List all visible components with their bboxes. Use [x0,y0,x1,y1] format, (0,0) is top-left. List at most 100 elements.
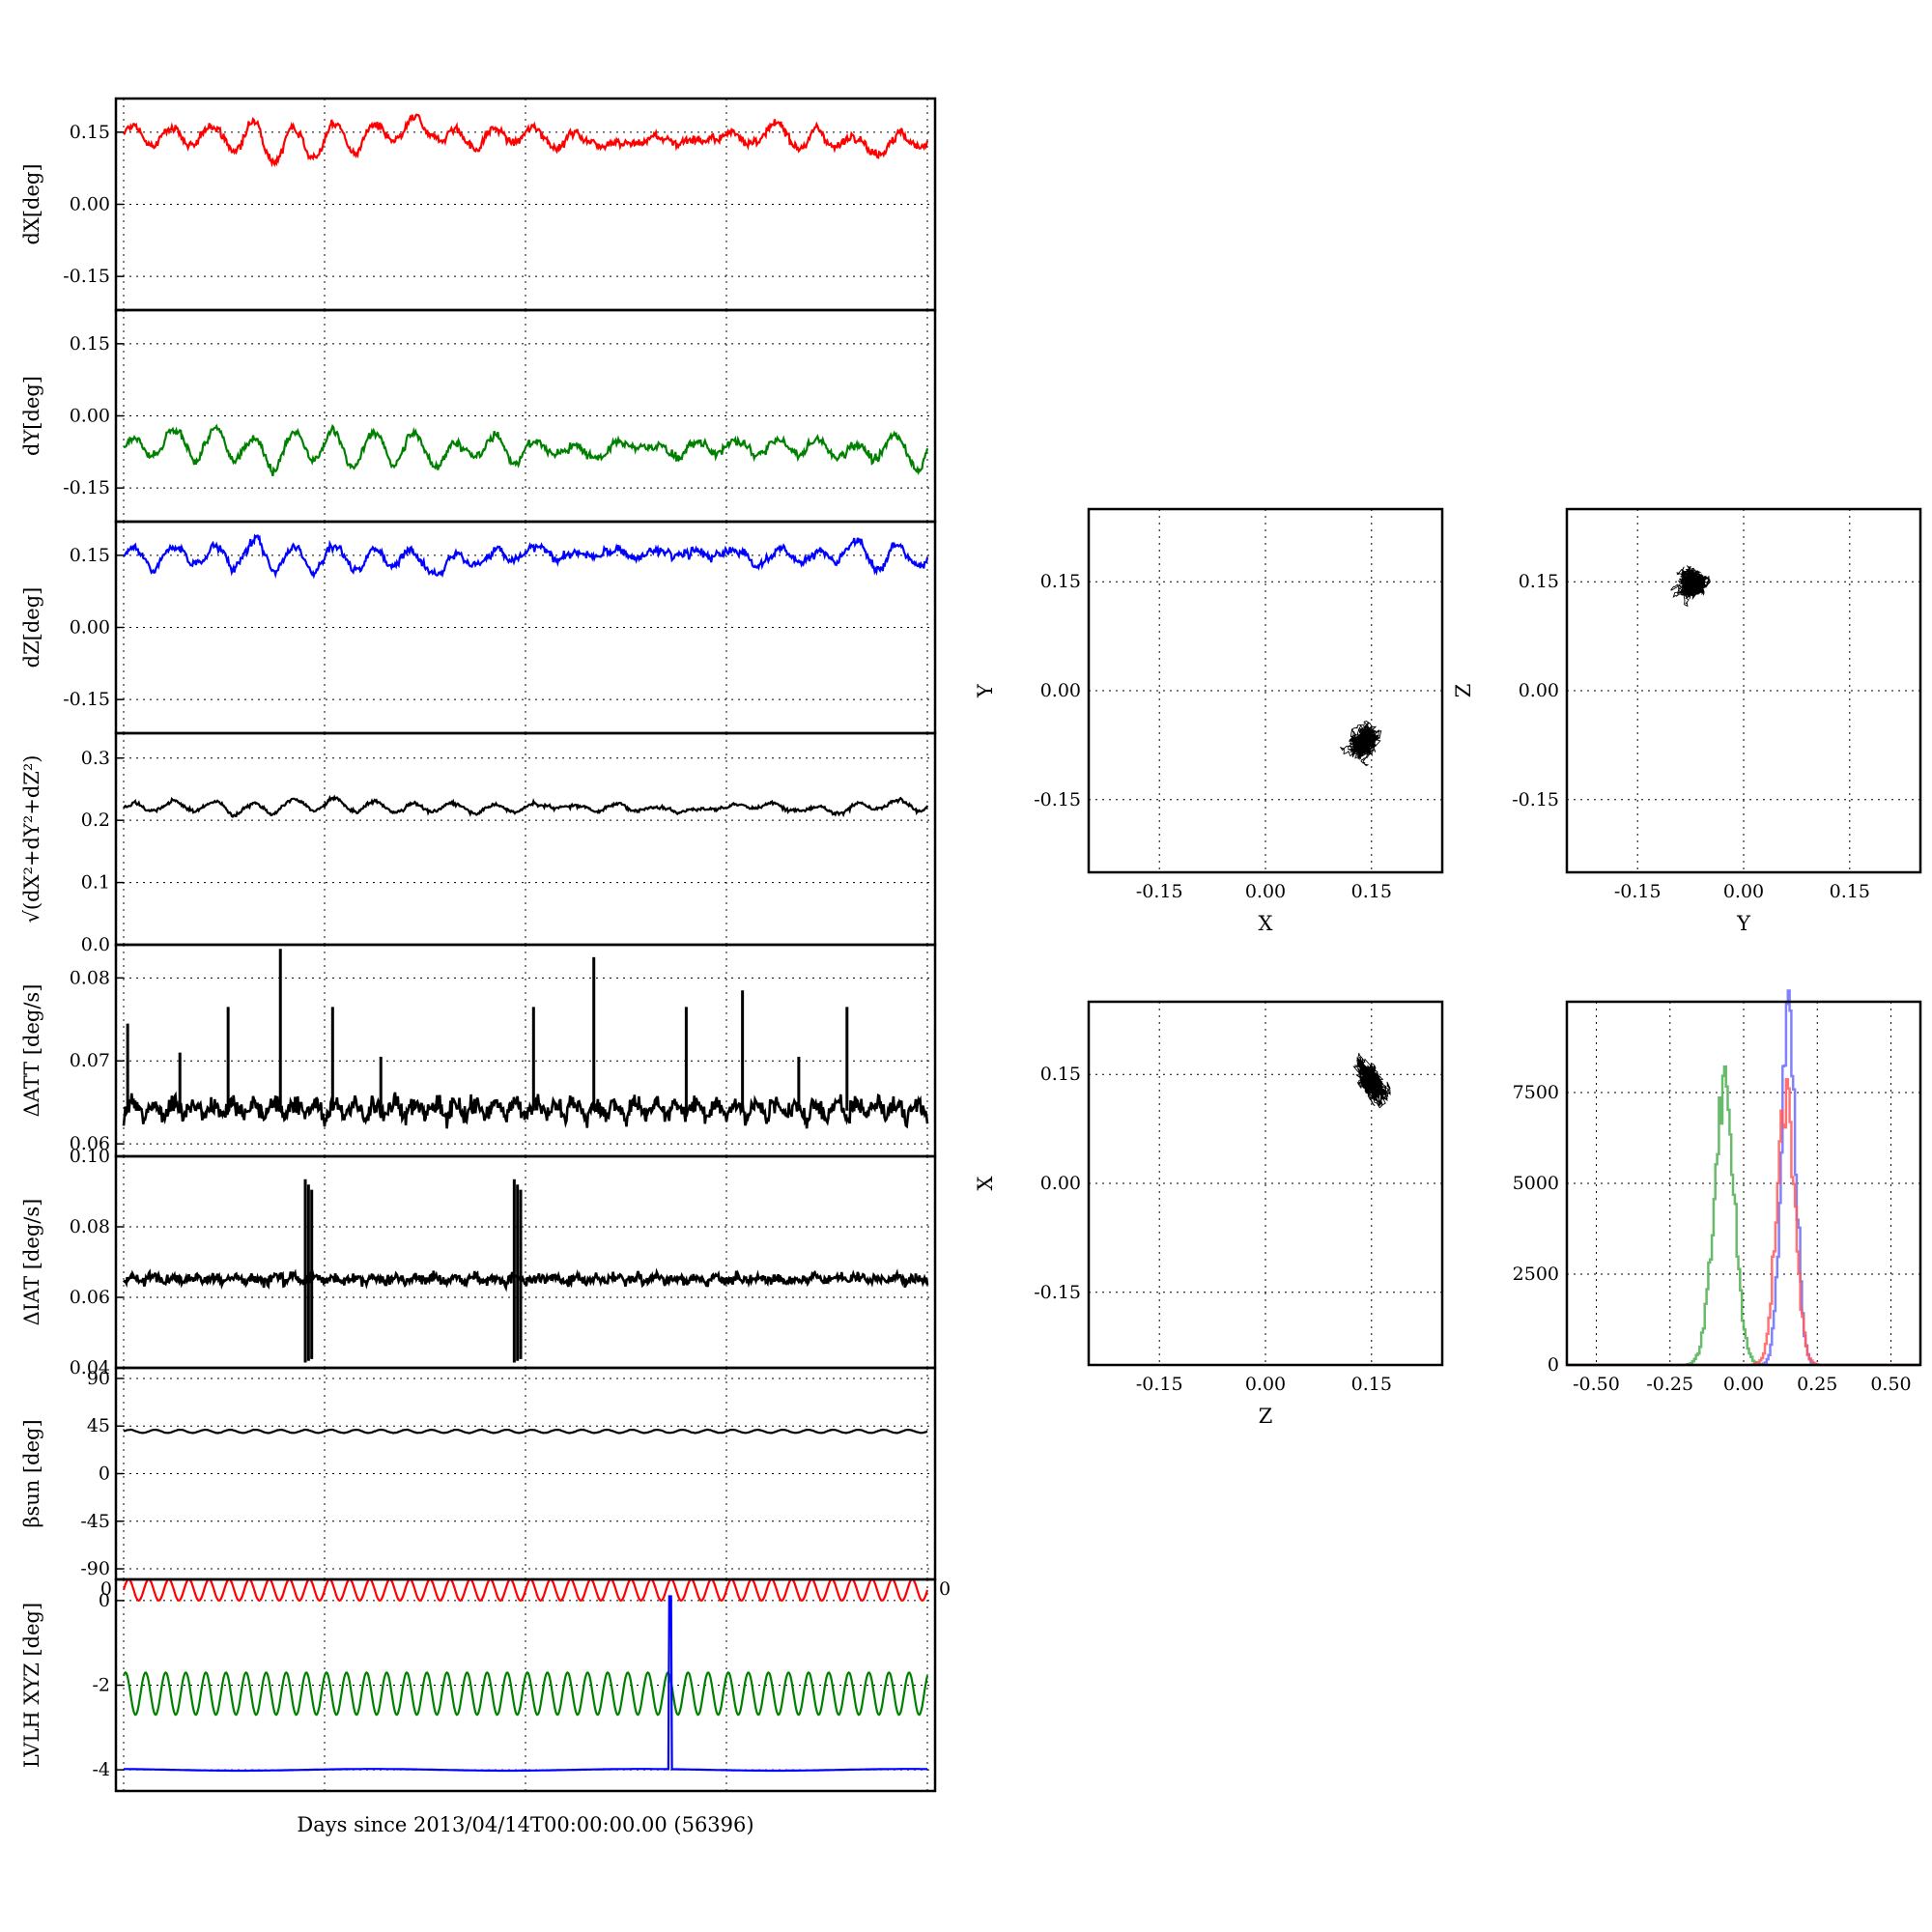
y-tick-label: -90 [80,1558,110,1579]
panel-dy: 0.15 0.00 -0.15 dY[deg] [20,308,937,524]
y-tick-label: 0.08 [70,1216,110,1237]
panel-diat: 0.10 0.08 0.06 0.04 ΔIAT [deg/s] [20,1146,937,1378]
series-line [123,1428,928,1435]
y-axis-label: dX[deg] [20,163,43,244]
x-axis-label: Z [1259,1405,1273,1428]
y-axis-label: ΔATT [deg/s] [20,984,43,1118]
y-tick-label: 0.1 [81,872,110,894]
corner-label: 0 [100,1578,112,1600]
y-tick-label: -0.15 [1034,1282,1081,1303]
y-tick-label: 0.08 [70,967,110,988]
trajectory-cloud [1352,1052,1391,1109]
y-tick-label: 0.15 [1040,1064,1081,1085]
series-line [123,113,929,168]
panel-frame [1565,507,1922,874]
series-line [124,1595,927,1773]
panel-beta: 90 45 0 -45 -90 βsun [deg] [20,1366,937,1581]
panel-frame [114,1154,937,1370]
x-axis-label: Days since 2013/04/14T00:00:00.00 (56396… [297,1813,753,1836]
y-tick-label: 0.00 [70,617,110,639]
series-line [122,1670,929,1717]
panel-xy: -0.15 -0.15 0.00 0.00 0.15 0.15 X Y [974,507,1444,935]
y-tick-label: -0.15 [63,689,110,710]
y-axis-label: βsun [deg] [20,1419,43,1527]
y-tick-label: 0.06 [70,1133,110,1154]
y-tick-label: 0.00 [1040,680,1081,701]
y-tick-label: -0.15 [1034,789,1081,810]
x-tick-label: 0.00 [1723,1374,1764,1395]
series-line [123,423,929,477]
y-tick-label: 0 [99,1463,110,1485]
x-tick-label: 0.15 [1830,881,1870,902]
x-tick-label: 0.50 [1870,1374,1911,1395]
panel-frame [1565,1000,1922,1367]
y-tick-label: 7500 [1513,1082,1559,1103]
y-tick-label: -0.15 [1512,789,1559,810]
panel-frame [114,1577,937,1793]
panel-zx: -0.15 -0.15 0.00 0.00 0.15 0.15 Z X [974,1000,1444,1428]
panel-yz: -0.15 -0.15 0.00 0.00 0.15 0.15 Y Z [1452,507,1922,935]
y-tick-label: 0 [99,1590,110,1611]
x-tick-label: 0.00 [1245,1374,1286,1395]
y-tick-label: 0.15 [70,122,110,143]
y-tick-label: 0.00 [70,194,110,215]
y-axis-label: dZ[deg] [20,587,43,668]
y-tick-label: 0.04 [70,1357,110,1378]
y-tick-label: 0.3 [81,748,110,769]
y-tick-label: -0.15 [63,477,110,498]
y-tick-label: 0.2 [81,810,110,831]
y-tick-label: -0.15 [63,266,110,287]
x-axis-label: Y [1736,912,1751,935]
panel-dx: 0.15 0.00 -0.15 dX[deg] [20,97,937,312]
y-tick-label: 0.00 [1040,1173,1081,1194]
series-line [123,794,929,819]
panel-frame [114,943,937,1158]
y-tick-label: 0.07 [70,1050,110,1071]
y-tick-label: 0.0 [81,934,110,955]
y-axis-label: X [974,1176,997,1190]
x-tick-label: -0.15 [1614,881,1662,902]
y-axis-label: dY[deg] [20,376,43,456]
panel-frame [1087,1000,1444,1367]
panel-mag: 0.3 0.2 0.1 0.0 √(dX²+dY²+dZ²) [20,731,937,955]
y-axis-label: √(dX²+dY²+dZ²) [20,755,43,923]
y-axis-label: Z [1452,684,1475,698]
panel-dz: 0.15 0.00 -0.15 dZ[deg] [20,520,937,735]
y-axis-label: Y [974,683,997,698]
y-tick-label: 5000 [1513,1173,1559,1194]
panel-frame [114,731,937,947]
x-axis-label: X [1259,912,1273,935]
y-tick-label: 0.00 [70,406,110,427]
trajectory-cloud [1339,721,1382,767]
y-tick-label: 0.00 [1519,680,1559,701]
x-tick-label: 0.15 [1351,881,1392,902]
x-tick-label: -0.15 [1136,1374,1183,1395]
y-tick-label: 0.15 [1519,571,1559,592]
panel-datt: 0.08 0.07 0.06 ΔATT [deg/s] [20,943,937,1158]
x-tick-label: 0.15 [1351,1374,1392,1395]
panel-frame [1087,507,1444,874]
y-tick-label: -45 [80,1511,110,1532]
trajectory-cloud [1670,565,1711,608]
y-tick-label: 2500 [1513,1264,1559,1285]
y-axis-label: LVLH XYZ [deg] [20,1603,43,1768]
y-tick-label: 0.15 [70,545,110,566]
x-tick-label: -0.15 [1136,881,1183,902]
y-tick-label: -4 [92,1759,110,1780]
y-tick-label: 0.15 [1040,571,1081,592]
y-tick-label: -2 [92,1675,110,1696]
corner-label: 0 [939,1578,951,1600]
x-tick-label: -0.25 [1646,1374,1693,1395]
x-tick-label: 0.00 [1723,881,1764,902]
series-line [122,1577,929,1603]
y-tick-label: 0.06 [70,1287,110,1308]
y-tick-label: 0 [1548,1354,1559,1376]
y-tick-label: 45 [87,1415,110,1436]
panel-hist: -0.50 -0.25 0.00 0.25 0.50 7500 5000 2500 0 [1513,989,1922,1395]
y-tick-label: 0.10 [70,1146,110,1167]
y-tick-label: 0.15 [70,333,110,355]
x-tick-label: -0.50 [1573,1374,1620,1395]
series-line [122,1267,929,1293]
